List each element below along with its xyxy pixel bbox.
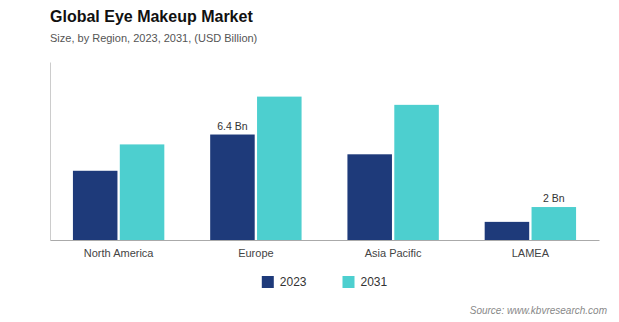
title: Global Eye Makeup Market xyxy=(50,8,253,25)
bar xyxy=(394,105,439,240)
legend-label: 2031 xyxy=(361,275,388,289)
x-tick-label: LAMEA xyxy=(512,247,550,259)
legend-swatch xyxy=(343,276,355,288)
x-axis-line xyxy=(51,240,600,241)
x-tick-label: Europe xyxy=(238,247,273,259)
legend-swatch xyxy=(262,276,274,288)
x-tick: LAMEA xyxy=(512,247,550,259)
plot: North America Europe Asia Pacific LAMEA 6.4 … xyxy=(51,63,600,259)
legend-label: 2023 xyxy=(280,275,307,289)
x-tick: Asia Pacific xyxy=(365,247,422,259)
bar xyxy=(485,222,530,240)
x-tick: Europe xyxy=(238,247,273,259)
bars xyxy=(73,97,576,240)
bar xyxy=(347,154,392,240)
x-tick: North America xyxy=(84,247,155,259)
bar xyxy=(120,144,165,240)
bar-series xyxy=(120,97,576,240)
legend-item: 2031 xyxy=(343,275,388,289)
y-axis xyxy=(50,63,51,241)
bar xyxy=(532,207,577,240)
bar xyxy=(210,135,255,240)
x-axis: North America Europe Asia Pacific LAMEA xyxy=(51,241,600,259)
legend-item: 2023 xyxy=(262,275,307,289)
chart: Global Eye Makeup Market Size, by Region,… xyxy=(0,0,619,322)
x-tick-label: North America xyxy=(84,247,155,259)
bar xyxy=(257,97,302,240)
bar xyxy=(73,171,118,240)
x-tick-label: Asia Pacific xyxy=(365,247,422,259)
annotation: 2 Bn xyxy=(543,192,565,204)
source: Source: www.kbvresearch.com xyxy=(470,305,607,316)
subtitle: Size, by Region, 2023, 2031, (USD Billio… xyxy=(50,32,257,44)
annotation: 6.4 Bn xyxy=(217,120,248,132)
y-axis-line xyxy=(50,63,51,241)
legend: 2023 2031 xyxy=(262,275,388,289)
